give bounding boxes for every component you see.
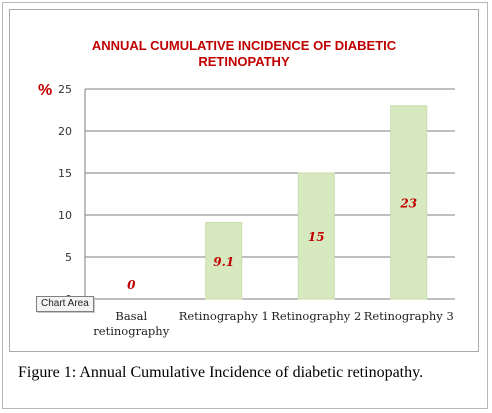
chart-title-line-1: ANNUAL CUMULATIVE INCIDENCE OF DIABETIC [91,38,397,53]
y-tick-label: 20 [58,125,72,138]
chart-area-tooltip: Chart Area [36,296,94,312]
x-tick-label: Retinography 3 [364,309,454,323]
figure-caption-text: Annual Cumulative Incidence of diabetic … [76,364,424,381]
data-label: 0 [127,278,136,292]
y-unit-label: % [38,82,53,99]
chart-title: ANNUAL CUMULATIVE INCIDENCE OF DIABETIC … [9,38,479,70]
x-tick-label: Retinography 1 [179,309,269,323]
chart-title-line-2: RETINOPATHY [198,54,290,69]
y-tick-label: 10 [58,209,72,222]
x-tick-label: Basal [115,309,147,323]
figure-caption-label: Figure 1: [18,364,77,381]
data-label: 9.1 [213,255,234,269]
y-tick-label: 25 [58,83,72,96]
y-tick-label: 15 [58,167,72,180]
bar [390,105,428,300]
data-label: 15 [308,230,325,244]
bar [205,222,243,300]
data-label: 23 [399,196,417,210]
figure-caption: Figure 1: Annual Cumulative Incidence of… [18,364,423,382]
x-tick-label: Retinography 2 [271,309,361,323]
y-tick-label: 5 [65,251,72,264]
bar [297,172,335,300]
x-tick-label: retinography [93,324,169,338]
